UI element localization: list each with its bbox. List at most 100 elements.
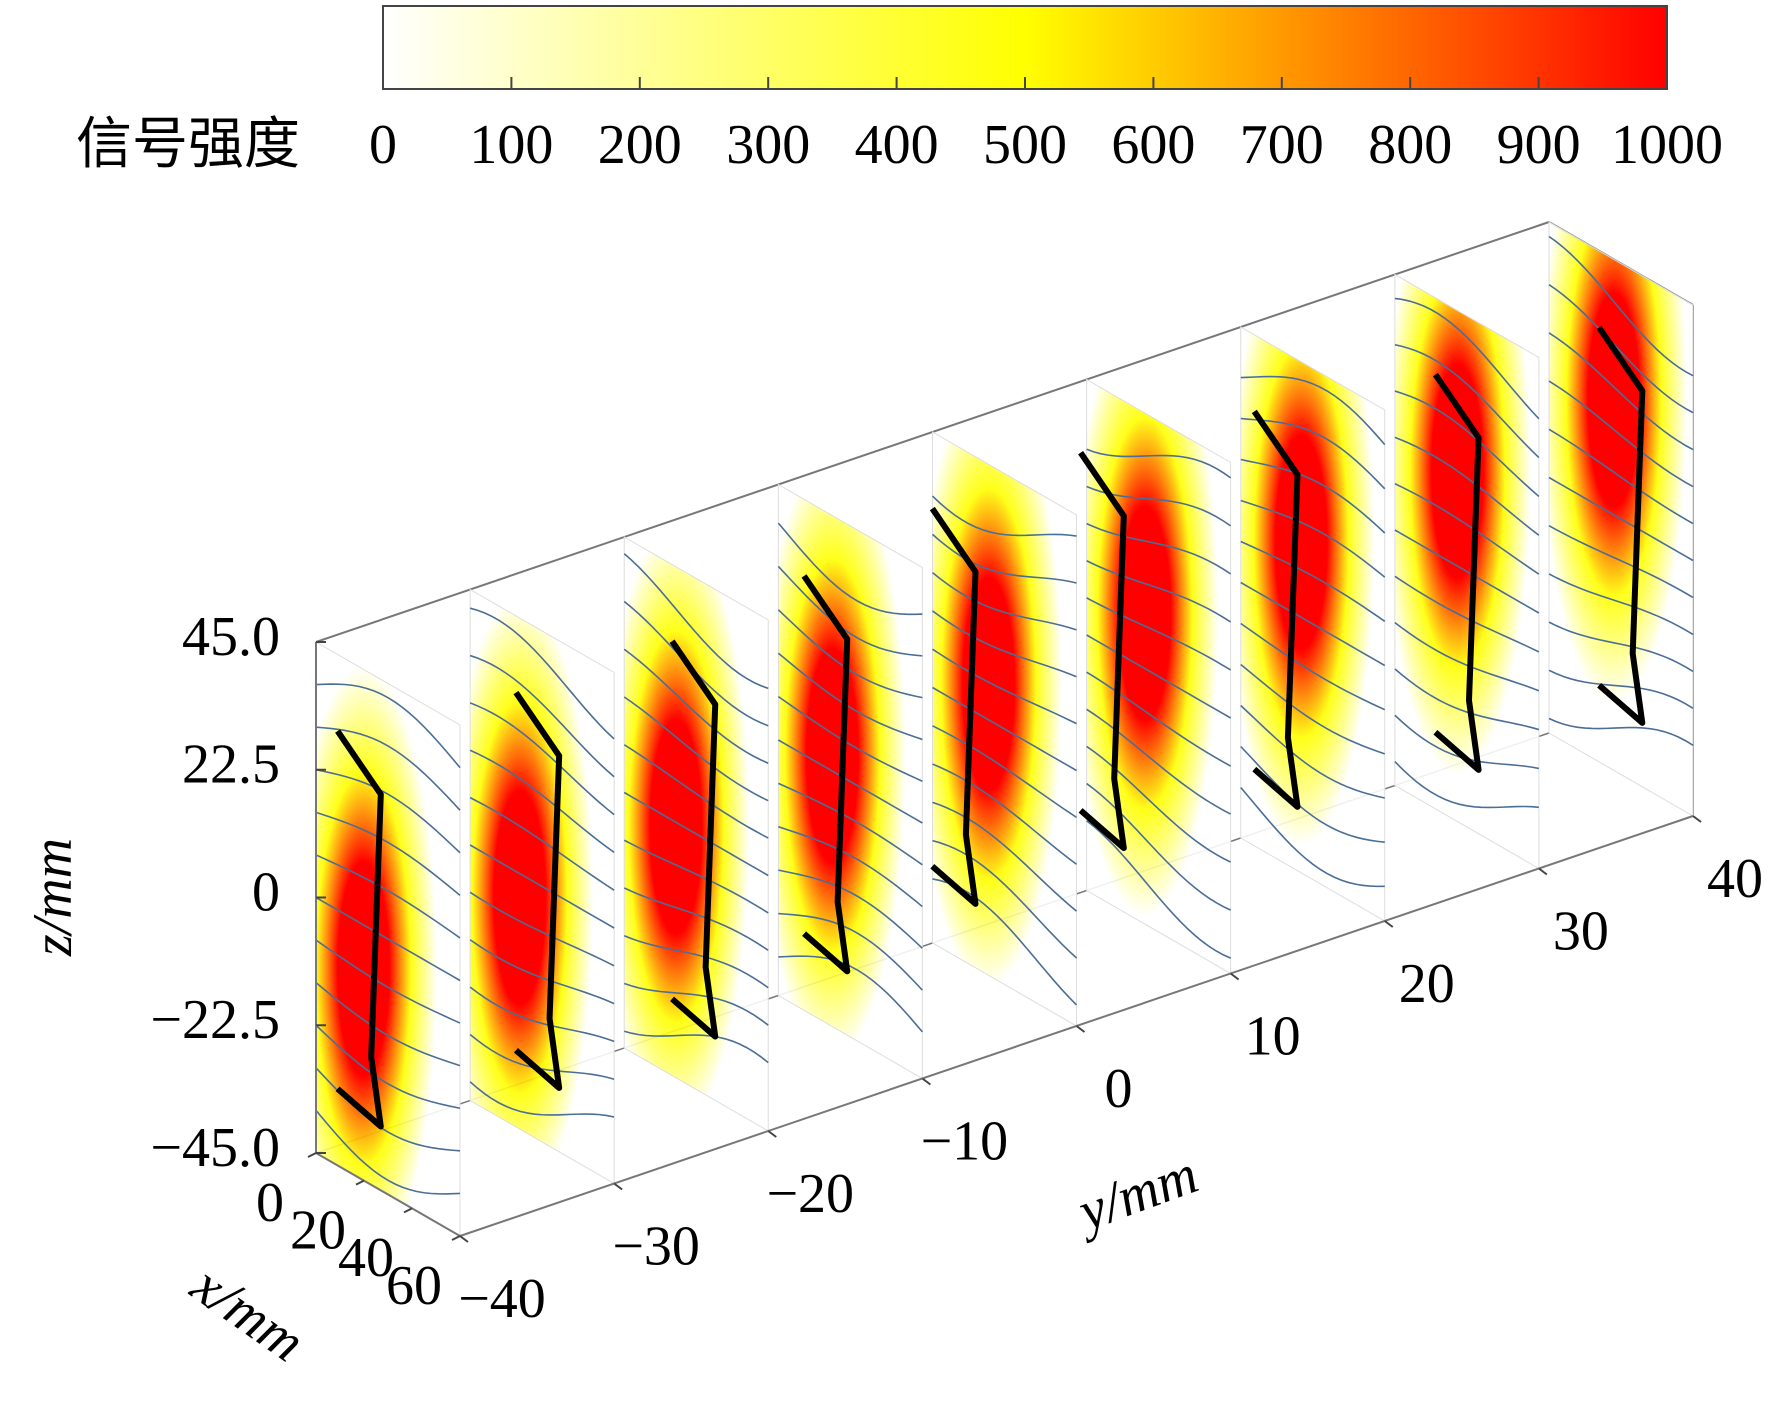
streamline	[778, 912, 923, 991]
streamline	[1394, 575, 1540, 653]
streamline	[469, 844, 615, 929]
y-tick-label: 0	[1105, 1058, 1133, 1120]
colorbar-tick-label: 0	[369, 114, 397, 176]
streamline	[469, 654, 615, 778]
streamline	[1240, 786, 1385, 888]
slice	[1240, 326, 1386, 922]
streamline	[1086, 745, 1231, 863]
streamline	[1086, 708, 1231, 815]
streamline	[1548, 669, 1694, 710]
colorbar-tick-label: 400	[855, 114, 939, 176]
streamline	[623, 791, 769, 877]
streamline	[1548, 621, 1694, 673]
y-tick	[767, 1130, 777, 1138]
streamline	[1548, 476, 1694, 562]
streamline	[1548, 235, 1694, 377]
x-axis-label: x/mm	[180, 1253, 316, 1374]
streamline	[1394, 761, 1539, 809]
streamline	[469, 796, 615, 891]
z-tick-label: 45.0	[182, 606, 280, 668]
colorbar-label: 信号强度	[76, 114, 300, 176]
y-tick	[459, 1235, 469, 1243]
colorbar-tick-label: 600	[1111, 114, 1195, 176]
streamline	[777, 522, 923, 616]
slice	[1078, 378, 1232, 975]
streamline	[778, 826, 923, 908]
streamline	[1240, 375, 1386, 446]
streamline	[777, 652, 923, 741]
streamline	[932, 648, 1077, 725]
z-tick-label: −45.0	[150, 1117, 280, 1179]
y-tick-label: 30	[1553, 900, 1609, 962]
contour	[801, 574, 851, 975]
x-tick-label: 60	[386, 1255, 442, 1317]
streamline	[469, 986, 615, 1043]
streamline	[623, 744, 769, 839]
z-tick-label: 22.5	[182, 734, 280, 796]
streamline	[1548, 380, 1694, 488]
streamline	[1240, 745, 1385, 843]
x-tick	[451, 1235, 461, 1241]
x-tick	[355, 1179, 365, 1186]
streamline	[1394, 482, 1540, 575]
streamline	[932, 725, 1077, 819]
streamline	[469, 1081, 615, 1118]
streamline	[315, 1109, 461, 1195]
streamline	[315, 683, 461, 769]
z-tick-label: −22.5	[150, 989, 280, 1051]
contour	[513, 690, 563, 1091]
z-tick-label: 0	[252, 861, 280, 923]
slice	[1548, 221, 1694, 817]
streamline	[778, 955, 923, 1033]
streamline	[932, 801, 1078, 912]
streamline	[778, 782, 923, 866]
streamline	[1394, 436, 1540, 536]
streamline	[315, 896, 461, 982]
y-tick	[1384, 920, 1394, 928]
streamline	[1086, 560, 1232, 623]
y-tick-label: 20	[1399, 953, 1455, 1015]
contour	[1078, 450, 1127, 852]
streamline	[932, 686, 1077, 772]
x-tick	[307, 1152, 317, 1158]
streamline	[469, 939, 615, 1005]
y-tick	[1230, 972, 1240, 981]
streamline	[623, 648, 769, 764]
streamline	[1240, 581, 1386, 667]
colorbar-tick-label: 500	[983, 114, 1067, 176]
streamline	[315, 1024, 461, 1110]
streamline	[469, 749, 615, 854]
streamline	[315, 811, 461, 896]
colorbar-tick-label: 300	[726, 114, 810, 176]
streamline	[777, 739, 923, 824]
y-tick	[1692, 815, 1702, 823]
contour	[1432, 372, 1482, 773]
streamline	[623, 982, 769, 1026]
contour	[1251, 409, 1301, 810]
streamline	[1240, 417, 1386, 490]
streamline	[932, 610, 1077, 678]
streamline	[931, 533, 1077, 584]
streamline	[1086, 597, 1232, 671]
streamline	[1086, 671, 1232, 767]
y-tick-label: −40	[458, 1268, 546, 1330]
streamline	[1394, 621, 1540, 692]
streamline	[1548, 573, 1694, 636]
slice	[623, 536, 769, 1132]
streamline	[1086, 820, 1231, 959]
streamline	[623, 887, 769, 952]
streamline	[1548, 332, 1694, 451]
colorbar-tick-label: 900	[1497, 114, 1581, 176]
streamline	[1394, 343, 1540, 459]
streamline	[1548, 284, 1694, 414]
contour	[335, 729, 384, 1130]
colorbar-tick-label: 700	[1240, 114, 1324, 176]
streamline	[1240, 663, 1386, 755]
streamline	[1240, 540, 1386, 622]
slice	[929, 431, 1078, 1027]
streamline	[1086, 634, 1232, 719]
colorbar	[382, 5, 1668, 90]
y-tick-label: −10	[921, 1110, 1009, 1172]
streamline	[1394, 297, 1540, 420]
